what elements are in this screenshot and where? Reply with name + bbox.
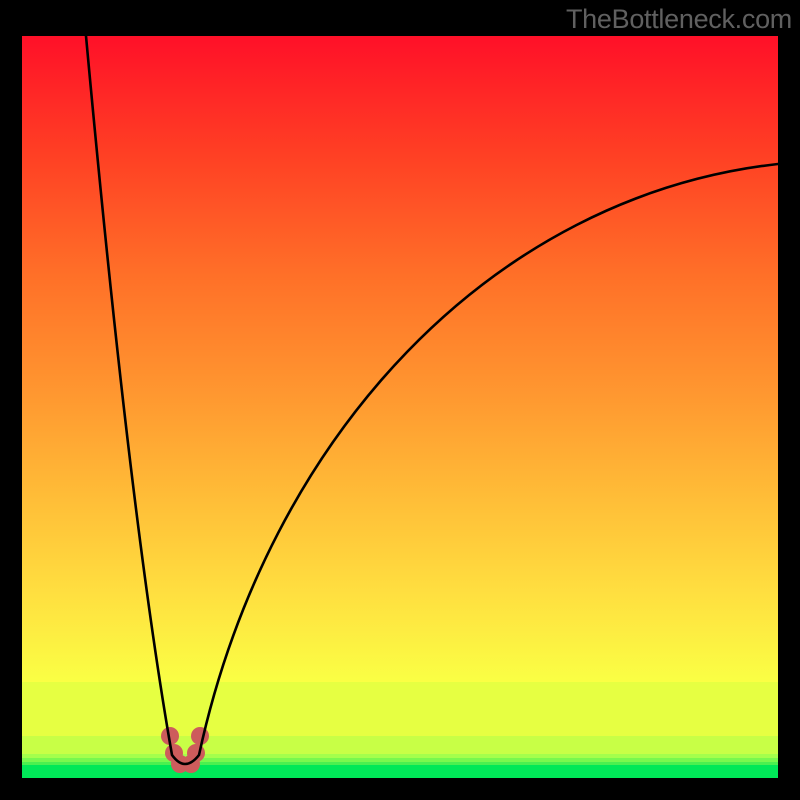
plot-area <box>22 36 778 778</box>
chart-frame: TheBottleneck.com <box>0 0 800 800</box>
bottleneck-chart-svg <box>22 36 778 778</box>
attribution-text: TheBottleneck.com <box>566 4 792 35</box>
marker-dot <box>191 727 209 745</box>
